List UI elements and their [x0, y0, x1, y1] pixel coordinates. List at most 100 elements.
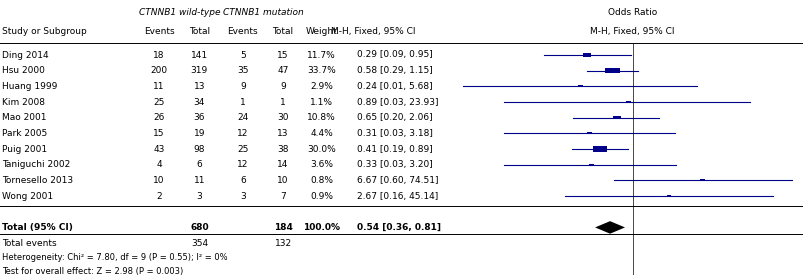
Text: 1.1%: 1.1%: [310, 98, 332, 106]
Text: 0.29 [0.09, 0.95]: 0.29 [0.09, 0.95]: [357, 51, 432, 59]
Text: 0.31 [0.03, 3.18]: 0.31 [0.03, 3.18]: [357, 129, 432, 138]
Bar: [586, 132, 592, 134]
Text: 0.33 [0.03, 3.20]: 0.33 [0.03, 3.20]: [357, 160, 432, 169]
Text: 11.7%: 11.7%: [307, 51, 336, 59]
Text: 0.41 [0.19, 0.89]: 0.41 [0.19, 0.89]: [357, 145, 432, 153]
Text: 30.0%: 30.0%: [307, 145, 336, 153]
Text: 6: 6: [196, 160, 202, 169]
Text: Total events: Total events: [2, 239, 56, 248]
Text: 26: 26: [153, 113, 165, 122]
Text: Park 2005: Park 2005: [2, 129, 47, 138]
Text: 9: 9: [239, 82, 246, 91]
Text: 98: 98: [194, 145, 205, 153]
Text: 3.6%: 3.6%: [310, 160, 332, 169]
Text: 3: 3: [196, 192, 202, 200]
Text: 0.54 [0.36, 0.81]: 0.54 [0.36, 0.81]: [357, 223, 440, 232]
Text: 2: 2: [157, 192, 161, 200]
Text: 6.67 [0.60, 74.51]: 6.67 [0.60, 74.51]: [357, 176, 438, 185]
Text: 36: 36: [194, 113, 205, 122]
Text: 34: 34: [194, 98, 205, 106]
Text: 24: 24: [237, 113, 248, 122]
Text: 0.89 [0.03, 23.93]: 0.89 [0.03, 23.93]: [357, 98, 438, 106]
Text: 2.9%: 2.9%: [310, 82, 332, 91]
Text: Huang 1999: Huang 1999: [2, 82, 57, 91]
Text: 13: 13: [277, 129, 288, 138]
Bar: [593, 147, 606, 152]
Text: 25: 25: [153, 98, 165, 106]
Text: Puig 2001: Puig 2001: [2, 145, 47, 153]
Text: 12: 12: [237, 160, 248, 169]
Text: Taniguchi 2002: Taniguchi 2002: [2, 160, 70, 169]
Text: 2.67 [0.16, 45.14]: 2.67 [0.16, 45.14]: [357, 192, 438, 200]
Text: 18: 18: [153, 51, 165, 59]
Text: CTNNB1 wild-type: CTNNB1 wild-type: [138, 8, 220, 17]
Text: 10.8%: 10.8%: [307, 113, 336, 122]
Text: 0.8%: 0.8%: [310, 176, 332, 185]
Text: 680: 680: [190, 223, 209, 232]
Text: M-H, Fixed, 95% CI: M-H, Fixed, 95% CI: [330, 27, 415, 36]
Text: Events: Events: [227, 27, 258, 36]
Text: 15: 15: [277, 51, 288, 59]
Text: CTNNB1 mutation: CTNNB1 mutation: [222, 8, 303, 17]
Text: Weight: Weight: [305, 27, 337, 36]
Text: Study or Subgroup: Study or Subgroup: [2, 27, 86, 36]
Text: Test for overall effect: Z = 2.98 (P = 0.003): Test for overall effect: Z = 2.98 (P = 0…: [2, 267, 182, 275]
Text: 0.9%: 0.9%: [310, 192, 332, 200]
Text: 319: 319: [190, 66, 208, 75]
Text: 1: 1: [279, 98, 286, 106]
Text: Heterogeneity: Chi² = 7.80, df = 9 (P = 0.55); I² = 0%: Heterogeneity: Chi² = 7.80, df = 9 (P = …: [2, 253, 227, 262]
Text: 1: 1: [239, 98, 246, 106]
Text: 7: 7: [279, 192, 286, 200]
Text: 15: 15: [153, 129, 165, 138]
Text: 0.58 [0.29, 1.15]: 0.58 [0.29, 1.15]: [357, 66, 432, 75]
Text: 33.7%: 33.7%: [307, 66, 336, 75]
Text: 6: 6: [239, 176, 246, 185]
Text: 10: 10: [153, 176, 165, 185]
Text: Odds Ratio: Odds Ratio: [607, 8, 657, 17]
Bar: [582, 53, 591, 57]
Text: 12: 12: [237, 129, 248, 138]
Text: 9: 9: [279, 82, 286, 91]
Text: Total: Total: [272, 27, 293, 36]
Polygon shape: [594, 221, 624, 234]
Bar: [666, 195, 671, 197]
Bar: [699, 180, 704, 181]
Text: 354: 354: [191, 239, 208, 248]
Bar: [577, 86, 582, 87]
Text: 19: 19: [194, 129, 205, 138]
Text: 5: 5: [239, 51, 246, 59]
Text: 25: 25: [237, 145, 248, 153]
Text: 14: 14: [277, 160, 288, 169]
Text: 10: 10: [277, 176, 288, 185]
Text: 11: 11: [153, 82, 165, 91]
Text: 141: 141: [190, 51, 208, 59]
Text: Mao 2001: Mao 2001: [2, 113, 46, 122]
Text: 3: 3: [239, 192, 246, 200]
Bar: [612, 116, 620, 119]
Text: 43: 43: [153, 145, 165, 153]
Text: Ding 2014: Ding 2014: [2, 51, 48, 59]
Text: 0.24 [0.01, 5.68]: 0.24 [0.01, 5.68]: [357, 82, 432, 91]
Bar: [605, 68, 619, 73]
Text: Tornesello 2013: Tornesello 2013: [2, 176, 72, 185]
Text: 100.0%: 100.0%: [303, 223, 340, 232]
Text: 184: 184: [273, 223, 292, 232]
Text: 11: 11: [194, 176, 205, 185]
Text: 30: 30: [277, 113, 288, 122]
Text: Total: Total: [189, 27, 210, 36]
Text: 4: 4: [157, 160, 161, 169]
Text: M-H, Fixed, 95% CI: M-H, Fixed, 95% CI: [589, 27, 675, 36]
Bar: [626, 101, 630, 103]
Text: Kim 2008: Kim 2008: [2, 98, 44, 106]
Bar: [589, 164, 593, 166]
Text: 38: 38: [277, 145, 288, 153]
Text: Events: Events: [144, 27, 174, 36]
Text: 132: 132: [275, 239, 291, 248]
Text: 13: 13: [194, 82, 205, 91]
Text: 47: 47: [277, 66, 288, 75]
Text: 200: 200: [150, 66, 168, 75]
Text: 35: 35: [237, 66, 248, 75]
Text: 4.4%: 4.4%: [310, 129, 332, 138]
Text: Wong 2001: Wong 2001: [2, 192, 53, 200]
Text: Hsu 2000: Hsu 2000: [2, 66, 44, 75]
